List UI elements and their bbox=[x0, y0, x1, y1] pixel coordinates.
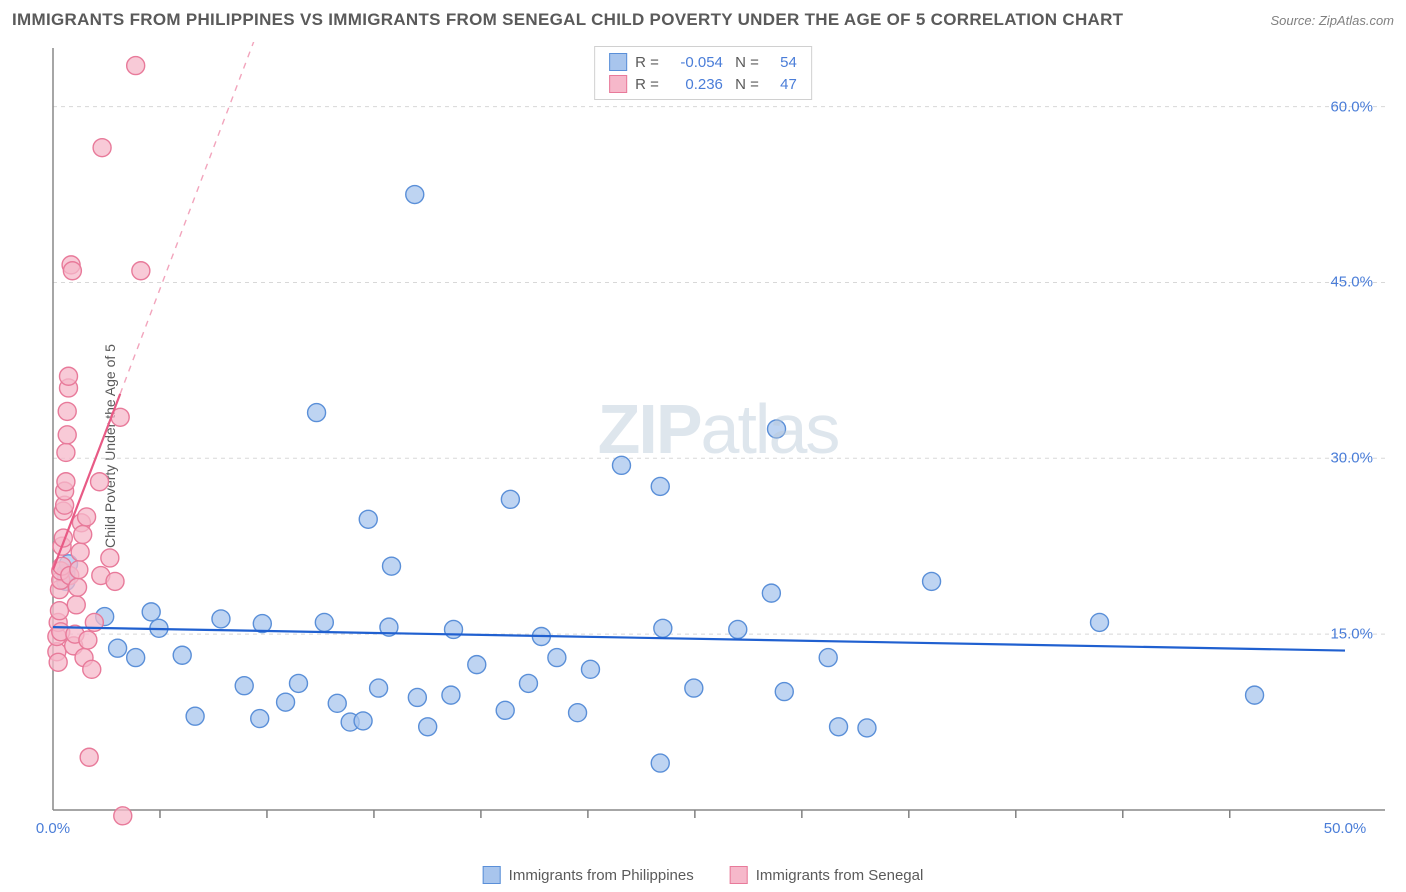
y-tick-label: 45.0% bbox=[1330, 274, 1373, 291]
x-tick-label: 0.0% bbox=[36, 820, 70, 837]
y-tick-label: 60.0% bbox=[1330, 98, 1373, 115]
correlation-legend-row-senegal: R = 0.236 N = 47 bbox=[609, 73, 797, 95]
r-label: R = bbox=[635, 76, 659, 93]
legend-item-senegal: Immigrants from Senegal bbox=[730, 866, 924, 884]
series-legend: Immigrants from Philippines Immigrants f… bbox=[483, 866, 924, 884]
legend-label-philippines: Immigrants from Philippines bbox=[509, 867, 694, 884]
y-tick-label: 30.0% bbox=[1330, 450, 1373, 467]
n-value-senegal: 47 bbox=[767, 76, 797, 93]
correlation-legend: R = -0.054 N = 54 R = 0.236 N = 47 bbox=[594, 46, 812, 100]
y-tick-label: 15.0% bbox=[1330, 626, 1373, 643]
legend-label-senegal: Immigrants from Senegal bbox=[756, 867, 924, 884]
r-value-philippines: -0.054 bbox=[667, 54, 723, 71]
legend-swatch-senegal bbox=[730, 866, 748, 884]
chart-title: IMMIGRANTS FROM PHILIPPINES VS IMMIGRANT… bbox=[12, 10, 1123, 30]
n-label: N = bbox=[731, 54, 759, 71]
legend-swatch-philippines bbox=[483, 866, 501, 884]
source-attribution: Source: ZipAtlas.com bbox=[1270, 13, 1394, 28]
correlation-legend-row-philippines: R = -0.054 N = 54 bbox=[609, 51, 797, 73]
legend-swatch-senegal bbox=[609, 75, 627, 93]
legend-swatch-philippines bbox=[609, 53, 627, 71]
r-value-senegal: 0.236 bbox=[667, 76, 723, 93]
plot-area: ZIPatlas 15.0%30.0%45.0%60.0%0.0%50.0% bbox=[45, 42, 1391, 832]
scatter-chart-svg bbox=[45, 42, 1391, 832]
x-tick-label: 50.0% bbox=[1324, 820, 1367, 837]
n-label: N = bbox=[731, 76, 759, 93]
legend-item-philippines: Immigrants from Philippines bbox=[483, 866, 694, 884]
r-label: R = bbox=[635, 54, 659, 71]
n-value-philippines: 54 bbox=[767, 54, 797, 71]
title-bar: IMMIGRANTS FROM PHILIPPINES VS IMMIGRANT… bbox=[12, 10, 1394, 30]
